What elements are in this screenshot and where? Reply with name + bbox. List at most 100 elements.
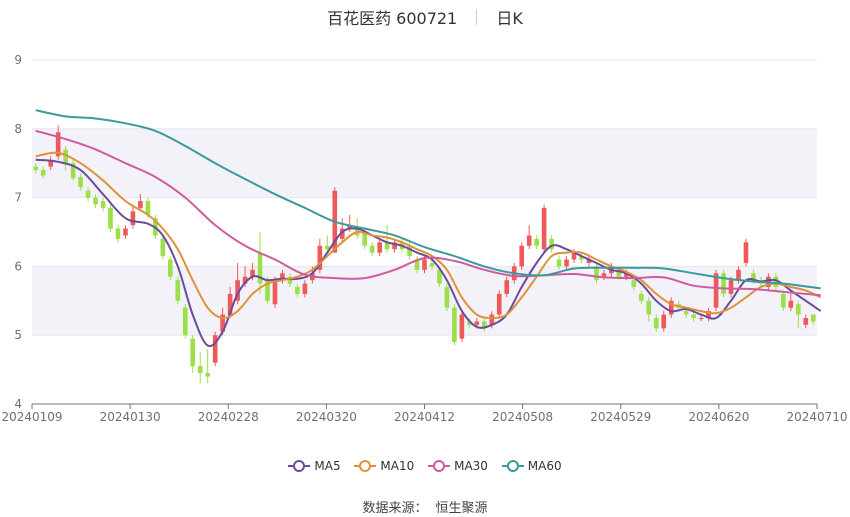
candle-body: [362, 232, 368, 246]
y-tick-label: 5: [14, 328, 22, 342]
candle: [78, 173, 83, 191]
candle: [594, 262, 599, 284]
data-source: 数据来源： 恒生聚源: [0, 497, 850, 516]
legend-label-ma10: MA10: [380, 458, 415, 473]
candle-body: [167, 259, 173, 277]
candle-body: [736, 269, 741, 281]
candle-body: [437, 269, 442, 284]
candle: [803, 314, 809, 329]
candle: [55, 125, 61, 160]
title-divider: [476, 9, 478, 25]
candle: [429, 259, 435, 270]
candle: [728, 276, 734, 298]
candle-body: [616, 269, 622, 277]
grid-lines: [32, 59, 817, 405]
background-band-0: [32, 266, 817, 336]
candle: [638, 290, 644, 305]
candle: [265, 276, 270, 305]
candle: [795, 300, 801, 329]
candle: [123, 225, 128, 239]
candle-body: [190, 338, 196, 367]
y-tick-label: 4: [14, 397, 22, 411]
candle-body: [414, 259, 420, 270]
candle: [317, 238, 323, 274]
candle: [414, 256, 420, 274]
candle-body: [721, 273, 726, 294]
moving-average-lines: [35, 109, 822, 348]
candle-body: [713, 273, 719, 308]
candle-body: [429, 262, 435, 267]
candle: [668, 297, 674, 318]
candle-body: [392, 242, 397, 250]
y-tick-label: 9: [14, 53, 22, 67]
candle: [496, 290, 502, 318]
candle: [586, 256, 592, 267]
candle-body: [631, 280, 637, 288]
candle-body: [534, 238, 539, 246]
candle: [295, 283, 300, 298]
candle: [743, 238, 749, 267]
data-source-label: 数据来源：: [362, 501, 428, 516]
x-tick-label: 20240130: [100, 410, 161, 424]
x-tick-label: 20240529: [590, 410, 651, 424]
candle-body: [751, 273, 756, 281]
y-tick-label: 8: [14, 122, 22, 136]
candle-body: [526, 235, 532, 246]
candle-body: [138, 201, 143, 208]
candle-body: [452, 307, 457, 343]
candle-body: [93, 197, 98, 205]
candle: [212, 331, 218, 367]
ma-line-ma30: [35, 129, 821, 297]
x-axis: 20240109 20240130 20240228 20240320 20240412…: [1, 403, 848, 424]
candle: [377, 238, 382, 257]
candle: [384, 225, 390, 253]
candle: [781, 290, 786, 312]
legend-label-ma5: MA5: [314, 458, 341, 473]
y-axis: 4 5 6 7 8 9: [14, 53, 22, 411]
candle: [579, 252, 584, 263]
candle-body: [556, 259, 562, 267]
candle-body: [70, 163, 76, 179]
candle-body: [235, 280, 240, 301]
candle-body: [55, 132, 61, 157]
candle: [302, 280, 308, 298]
legend-item-ma10[interactable]: MA10: [354, 459, 414, 473]
candle-body: [519, 245, 525, 267]
candle: [205, 348, 211, 384]
x-tick-label: 20240109: [1, 410, 62, 424]
candle: [167, 256, 173, 281]
candle: [287, 273, 293, 288]
candle-body: [407, 245, 412, 257]
candle-body: [781, 293, 786, 308]
candle-body: [549, 238, 554, 250]
candle: [452, 304, 457, 346]
candle-body: [115, 228, 121, 239]
candle: [541, 204, 547, 253]
legend-swatch-ma60: [501, 460, 524, 472]
legend-label-ma30: MA30: [454, 458, 488, 473]
legend-item-ma60[interactable]: MA60: [501, 459, 562, 473]
candle-body: [691, 314, 696, 318]
candle-body: [339, 228, 345, 239]
candle: [63, 146, 68, 171]
candle: [160, 235, 166, 260]
candle-body: [40, 170, 46, 176]
candle: [115, 225, 121, 243]
candle: [324, 235, 330, 253]
x-tick-label: 20240320: [296, 410, 357, 424]
candle-body: [369, 245, 375, 253]
candle: [788, 293, 794, 312]
candle: [519, 242, 525, 270]
candle-body: [683, 311, 689, 315]
legend-item-ma5[interactable]: MA5: [288, 458, 341, 473]
candle-body: [257, 252, 263, 284]
candle: [40, 166, 46, 179]
candle-body: [302, 283, 308, 294]
candle: [646, 297, 652, 322]
x-tick-label: 20240710: [786, 410, 847, 424]
candle: [810, 314, 816, 325]
legend-swatch-ma30: [428, 460, 451, 472]
candle: [70, 159, 76, 181]
legend-item-ma30[interactable]: MA30: [428, 459, 488, 473]
